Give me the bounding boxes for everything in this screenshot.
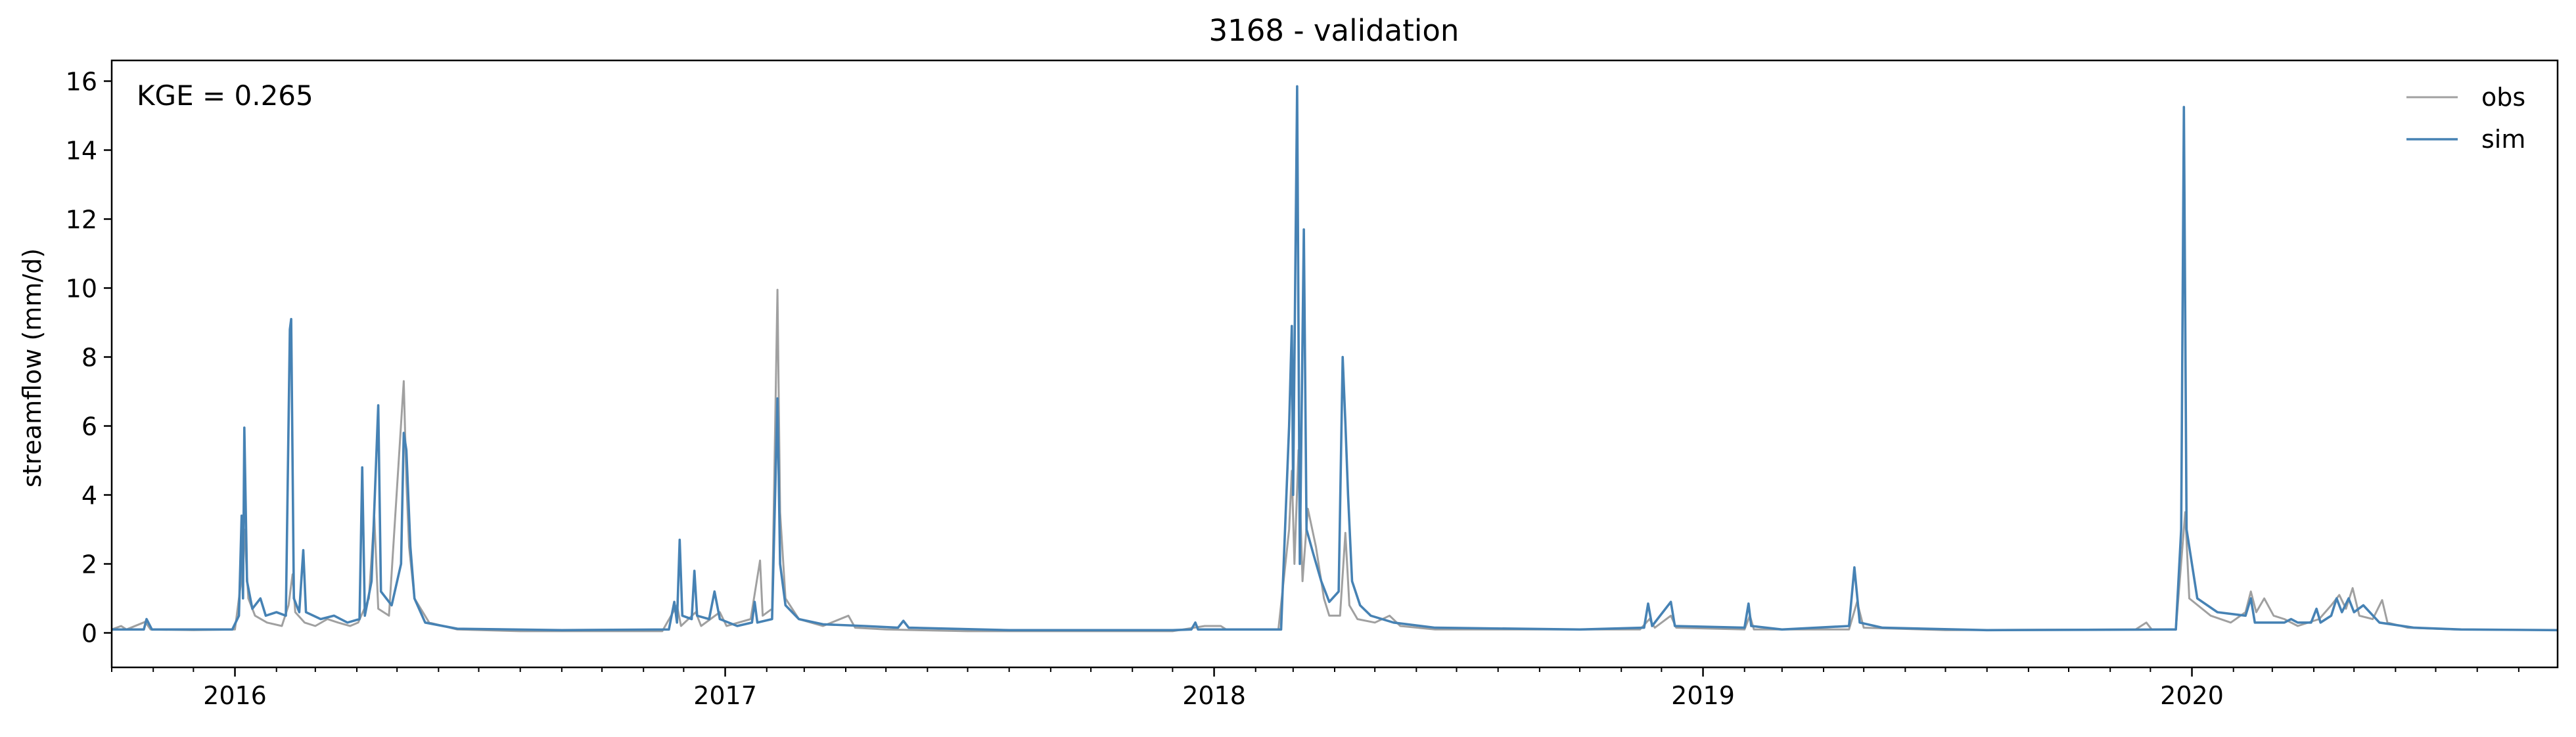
x-tick-label: 2019	[1671, 681, 1735, 710]
legend-label-sim: sim	[2481, 125, 2525, 154]
series-line-sim	[112, 85, 2558, 632]
y-tick-label: 10	[66, 275, 97, 303]
legend-label-obs: obs	[2481, 83, 2525, 112]
y-tick-label: 6	[81, 413, 97, 441]
series-line-obs	[111, 288, 2558, 633]
y-tick-label: 12	[66, 206, 97, 234]
y-tick-label: 2	[81, 550, 97, 579]
chart-title: 3168 - validation	[1209, 13, 1460, 48]
legend: obs sim	[2406, 83, 2525, 154]
kge-annotation: KGE = 0.265	[137, 79, 313, 112]
x-tick-label: 2018	[1182, 681, 1246, 710]
y-tick-label: 16	[66, 68, 97, 97]
x-tick-label: 2017	[693, 681, 757, 710]
y-axis-label: streamflow (mm/d)	[18, 248, 47, 487]
y-tick-label: 0	[81, 619, 97, 648]
plot-frame	[110, 59, 2559, 669]
y-tick-label: 4	[81, 481, 97, 510]
plot-area	[111, 85, 2558, 633]
y-tick-label: 8	[81, 344, 97, 372]
y-tick-label: 14	[66, 137, 97, 166]
x-tick-label: 2020	[2160, 681, 2224, 710]
x-tick-label: 2016	[203, 681, 267, 710]
